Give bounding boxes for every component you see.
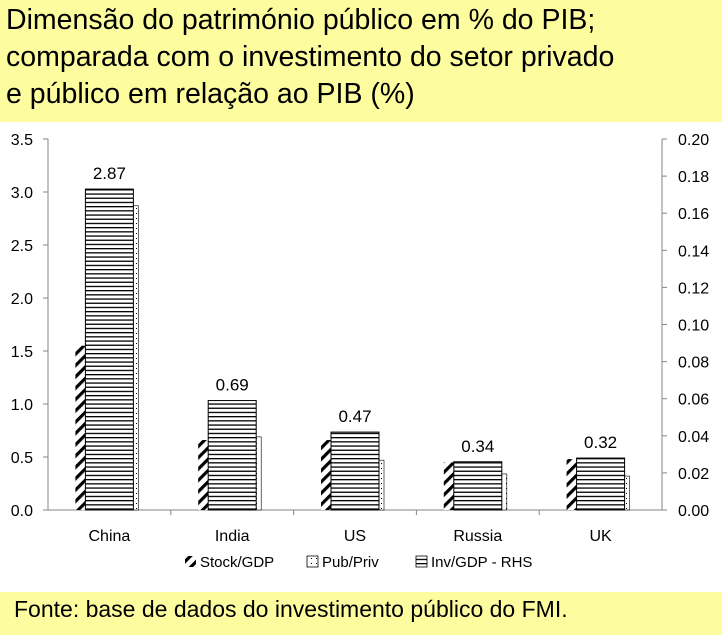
left-tick-label: 3.0	[11, 185, 33, 202]
bar-inv-gdp	[576, 457, 626, 511]
right-tick-label: 0.08	[678, 355, 709, 372]
bar-inv-gdp	[453, 461, 503, 511]
title-line-1: Dimensão do património público em % do P…	[6, 4, 596, 36]
bar-stock-gdp	[198, 440, 211, 510]
left-tick-label: 2.5	[11, 238, 33, 255]
legend-swatch	[306, 555, 319, 568]
bar-stock-gdp	[321, 440, 333, 510]
left-tick-label: 0.0	[11, 503, 33, 520]
bar-stock-gdp	[566, 459, 579, 510]
legend-swatch	[415, 555, 428, 568]
bar-inv-gdp	[84, 188, 134, 511]
data-label: 0.47	[338, 407, 371, 426]
chart-svg: 0.0 0.5 1.0 1.5 2.0 2.5 3.0 3.5 0.00 0.02 0.04 0.06…	[11, 132, 709, 571]
right-tick-label: 0.12	[678, 280, 709, 297]
right-tick-label: 0.00	[678, 503, 709, 520]
bars	[75, 188, 630, 511]
right-tick-label: 0.06	[678, 392, 709, 409]
right-tick-label: 0.14	[678, 243, 709, 260]
legend-label: Inv/GDP - RHS	[431, 554, 532, 571]
bar-inv-gdp	[207, 400, 257, 511]
category-label: US	[344, 528, 366, 545]
legend-label: Stock/GDP	[200, 554, 274, 571]
chart-title: Dimensão do património público em % do P…	[6, 2, 718, 113]
left-tick-label: 2.0	[11, 291, 33, 308]
legend: Stock/GDP Pub/Priv Inv/GDP - RHS	[185, 554, 532, 571]
data-labels: 2.87 China 0.69 India 0.47 US 0.34 Russia 0.32 UK	[88, 164, 617, 545]
legend-label: Pub/Priv	[322, 554, 379, 571]
plot-panel: 0.0 0.5 1.0 1.5 2.0 2.5 3.0 3.5 0.00 0.02 0.04 0.06…	[0, 122, 722, 592]
axes: 0.0 0.5 1.0 1.5 2.0 2.5 3.0 3.5 0.00 0.02 0.04 0.06…	[11, 132, 709, 520]
category-label: China	[88, 528, 130, 545]
data-label: 2.87	[93, 164, 126, 183]
category-label: India	[215, 528, 250, 545]
right-tick-label: 0.02	[678, 466, 709, 483]
bar-stock-gdp	[75, 345, 88, 510]
bar-inv-gdp	[330, 431, 380, 511]
right-tick-label: 0.18	[678, 169, 709, 186]
left-tick-label: 3.5	[11, 132, 33, 149]
category-label: Russia	[453, 528, 502, 545]
left-tick-label: 0.5	[11, 450, 33, 467]
right-tick-label: 0.20	[678, 132, 709, 149]
right-tick-label: 0.04	[678, 429, 709, 446]
data-label: 0.34	[461, 437, 494, 456]
source-note: Fonte: base de dados do investimento púb…	[14, 596, 568, 622]
bar-stock-gdp	[443, 462, 456, 510]
data-label: 0.32	[584, 433, 617, 452]
right-tick-label: 0.16	[678, 206, 709, 223]
data-label: 0.69	[216, 376, 249, 395]
left-tick-label: 1.5	[11, 344, 33, 361]
left-tick-label: 1.0	[11, 397, 33, 414]
right-tick-label: 0.10	[678, 318, 709, 335]
legend-swatch	[185, 556, 196, 567]
title-line-2: comparada com o investimento do setor pr…	[6, 41, 615, 73]
category-label: UK	[589, 528, 612, 545]
title-line-3: e público em relação ao PIB (%)	[6, 78, 415, 110]
